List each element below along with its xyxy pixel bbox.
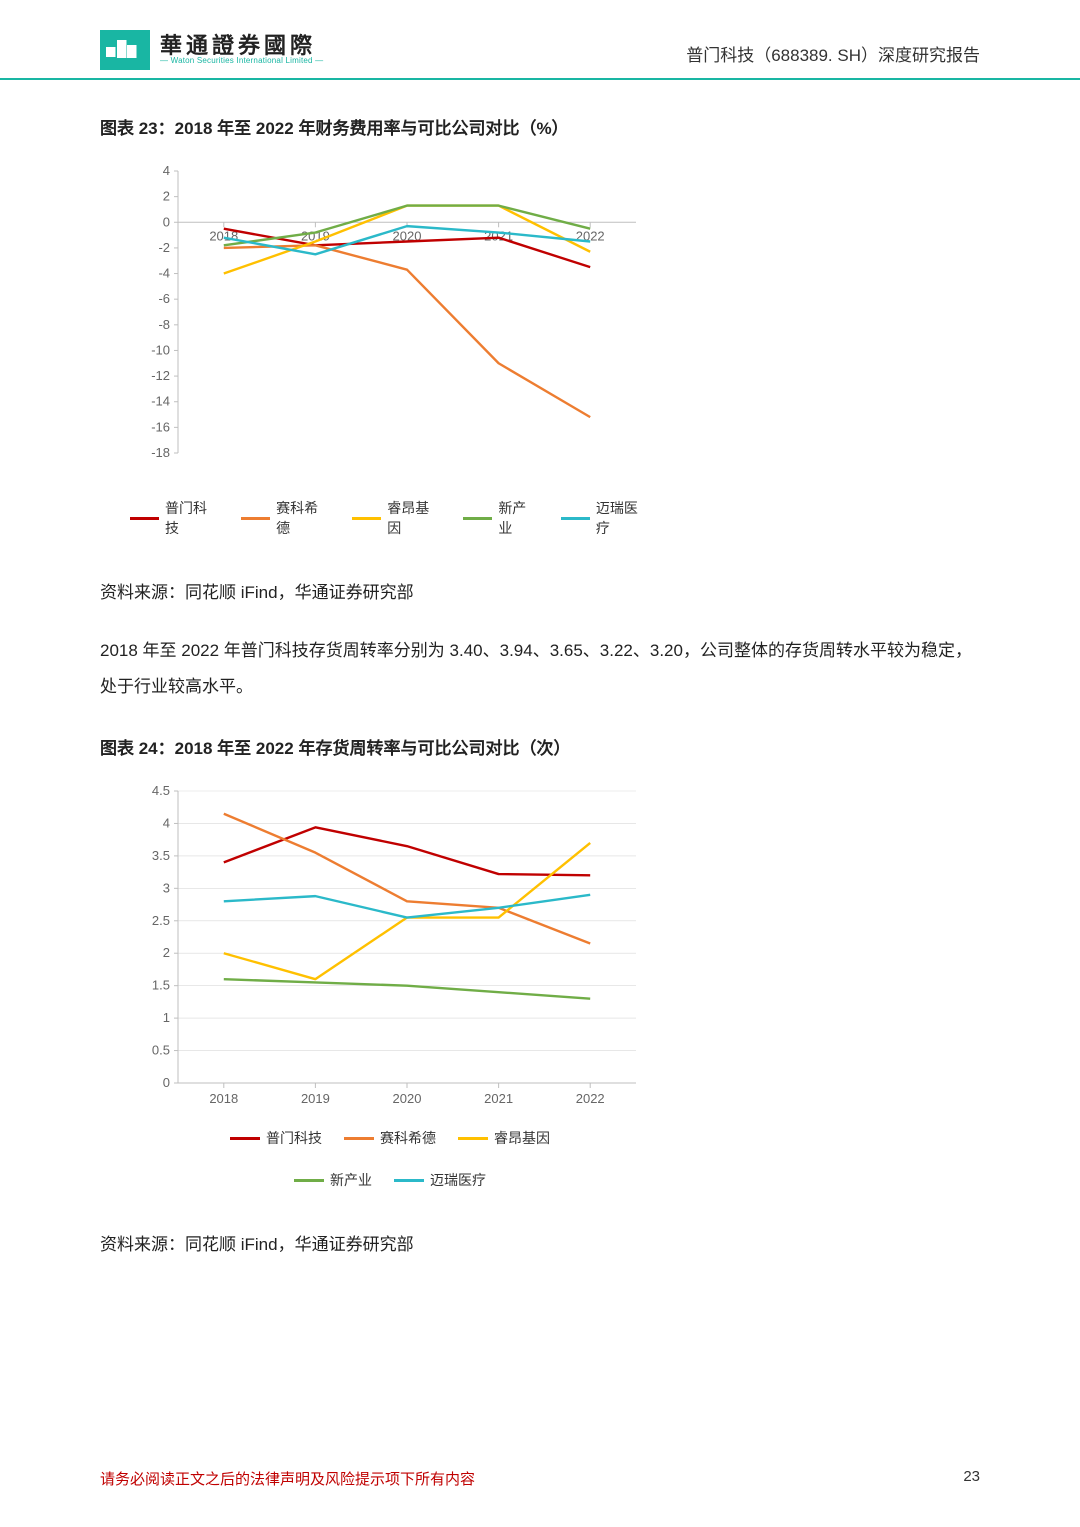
figure-24-source: 资料来源：同花顺 iFind，华通证券研究部 — [100, 1230, 980, 1255]
legend-item: 迈瑞医疗 — [394, 1170, 486, 1190]
svg-text:0: 0 — [163, 214, 170, 229]
svg-text:2020: 2020 — [393, 1091, 422, 1106]
svg-text:-8: -8 — [158, 317, 170, 332]
svg-text:-18: -18 — [151, 445, 170, 460]
logo-block: 華通證券國際 — Waton Securities International … — [100, 30, 323, 70]
svg-text:-12: -12 — [151, 368, 170, 383]
legend-item: 睿昂基因 — [352, 498, 441, 538]
svg-text:2018: 2018 — [209, 1091, 238, 1106]
legend-item: 赛科希德 — [344, 1128, 436, 1148]
svg-text:3.5: 3.5 — [152, 848, 170, 863]
logo-en-text: — Waton Securities International Limited… — [160, 57, 323, 65]
svg-text:2.5: 2.5 — [152, 913, 170, 928]
legend-item: 新产业 — [294, 1170, 372, 1190]
figure-23-source: 资料来源：同花顺 iFind，华通证券研究部 — [100, 578, 980, 603]
svg-text:2021: 2021 — [484, 1091, 513, 1106]
svg-text:-2: -2 — [158, 240, 170, 255]
svg-text:-6: -6 — [158, 291, 170, 306]
chart-23-svg: -18-16-14-12-10-8-6-4-202420182019202020… — [130, 157, 650, 487]
legend-item: 睿昂基因 — [458, 1128, 550, 1148]
legend-label: 迈瑞医疗 — [596, 498, 650, 538]
svg-text:-10: -10 — [151, 342, 170, 357]
chart-24-svg: 0 0.5 1 1.5 2 2.5 3 3.5 4 4.5 2018 2019 2020 2021 2022 — [130, 777, 650, 1117]
svg-text:2022: 2022 — [576, 1091, 605, 1106]
page-header: 華通證券國際 — Waton Securities International … — [0, 0, 1080, 80]
figure-24-title: 图表 24：2018 年至 2022 年存货周转率与可比公司对比（次） — [100, 734, 980, 759]
legend-label: 新产业 — [330, 1170, 372, 1190]
svg-text:2: 2 — [163, 189, 170, 204]
svg-text:2019: 2019 — [301, 1091, 330, 1106]
svg-text:-4: -4 — [158, 266, 170, 281]
legend-item: 新产业 — [463, 498, 539, 538]
inventory-turnover-paragraph: 2018 年至 2022 年普门科技存货周转率分别为 3.40、3.94、3.6… — [100, 633, 980, 704]
svg-text:-16: -16 — [151, 419, 170, 434]
legend-label: 迈瑞医疗 — [430, 1170, 486, 1190]
svg-text:1.5: 1.5 — [152, 978, 170, 993]
legend-label: 赛科希德 — [380, 1128, 436, 1148]
chart-23-legend: 普门科技 赛科希德 睿昂基因 新产业 迈瑞医疗 — [130, 498, 650, 538]
page-footer: 请务必阅读正文之后的法律声明及风险提示项下所有内容 23 — [100, 1468, 980, 1489]
svg-text:0: 0 — [163, 1075, 170, 1090]
legend-item: 普门科技 — [130, 498, 219, 538]
svg-text:1: 1 — [163, 1010, 170, 1025]
legend-label: 新产业 — [498, 498, 539, 538]
svg-text:4: 4 — [163, 163, 170, 178]
svg-text:4: 4 — [163, 816, 170, 831]
svg-text:0.5: 0.5 — [152, 1043, 170, 1058]
legend-item: 赛科希德 — [241, 498, 330, 538]
figure-24-chart: 0 0.5 1 1.5 2 2.5 3 3.5 4 4.5 2018 2019 2020 2021 2022… — [130, 777, 650, 1190]
chart-24-legend: 普门科技 赛科希德 睿昂基因新产业 迈瑞医疗 — [130, 1128, 650, 1190]
footer-disclaimer: 请务必阅读正文之后的法律声明及风险提示项下所有内容 — [100, 1468, 475, 1489]
legend-item: 普门科技 — [230, 1128, 322, 1148]
figure-23-chart: -18-16-14-12-10-8-6-4-202420182019202020… — [130, 157, 650, 538]
legend-label: 睿昂基因 — [494, 1128, 550, 1148]
svg-text:-14: -14 — [151, 394, 170, 409]
legend-item: 迈瑞医疗 — [561, 498, 650, 538]
svg-text:3: 3 — [163, 881, 170, 896]
figure-23-title: 图表 23：2018 年至 2022 年财务费用率与可比公司对比（%） — [100, 114, 980, 139]
legend-label: 赛科希德 — [276, 498, 330, 538]
logo-cn-text: 華通證券國際 — [160, 34, 323, 57]
footer-page-number: 23 — [963, 1468, 980, 1489]
page-content: 图表 23：2018 年至 2022 年财务费用率与可比公司对比（%） -18 -… — [0, 80, 1080, 1255]
legend-label: 普门科技 — [165, 498, 219, 538]
legend-label: 普门科技 — [266, 1128, 322, 1148]
logo-icon — [100, 30, 150, 70]
report-title: 普门科技（688389. SH）深度研究报告 — [686, 41, 980, 70]
svg-text:2: 2 — [163, 946, 170, 961]
svg-text:4.5: 4.5 — [152, 783, 170, 798]
legend-label: 睿昂基因 — [387, 498, 441, 538]
